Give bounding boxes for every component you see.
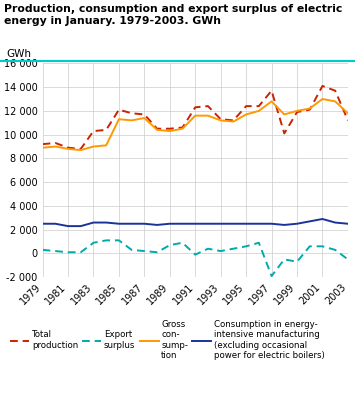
Legend: Total
production, Export
surplus, Gross
con-
sump-
tion, Consumption in energy-
: Total production, Export surplus, Gross … xyxy=(10,320,325,360)
Text: Production, consumption and export surplus of electric
energy in January. 1979-2: Production, consumption and export surpl… xyxy=(4,4,342,26)
Text: GWh: GWh xyxy=(6,49,31,59)
